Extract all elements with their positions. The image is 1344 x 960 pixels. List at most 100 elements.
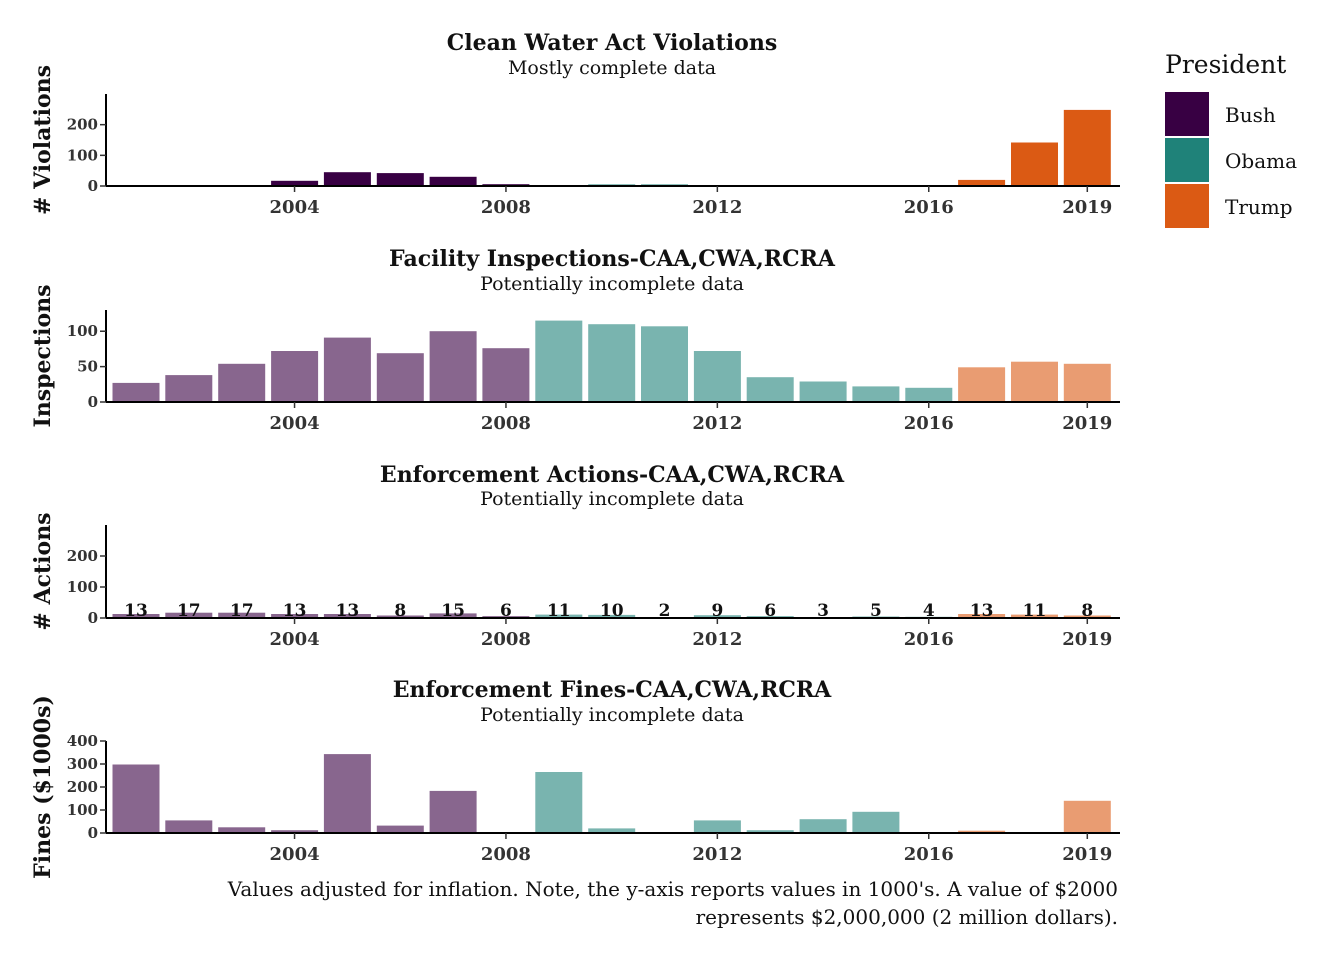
bar-2004	[271, 351, 319, 402]
data-label-2013: 6	[764, 601, 776, 621]
bar-2007	[429, 613, 477, 618]
x-tick-label: 2004	[270, 629, 320, 650]
bar-2007	[429, 176, 477, 186]
x-tick-label: 2019	[1062, 629, 1112, 650]
y-tick-label: 0	[88, 393, 98, 411]
bar-2003	[218, 827, 266, 834]
bar-2012	[693, 351, 741, 402]
y-tick-label: 100	[67, 322, 98, 340]
data-label-2008: 6	[500, 601, 512, 621]
x-tick-label: 2012	[692, 197, 742, 218]
bar-2017	[958, 367, 1006, 402]
data-label-2017: 13	[970, 601, 994, 621]
data-label-2009: 11	[547, 601, 571, 621]
y-tick-label: 0	[88, 824, 98, 842]
panel-title: Enforcement Fines-CAA,CWA,RCRA	[393, 677, 832, 703]
x-tick-label: 2016	[904, 197, 954, 218]
bar-2018	[1011, 614, 1058, 618]
x-tick-label: 2016	[904, 629, 954, 650]
bar-2018	[1011, 361, 1058, 402]
x-tick-label: 2008	[481, 413, 531, 434]
x-tick-label: 2016	[904, 413, 954, 434]
bar-2004	[271, 614, 319, 618]
legend-label-trump: Trump	[1225, 195, 1293, 219]
x-tick-label: 2012	[692, 844, 742, 865]
bar-2001	[112, 614, 160, 618]
y-axis-label: # Violations	[30, 65, 56, 215]
bar-2005	[323, 337, 371, 402]
panel-2: Facility Inspections-CAA,CWA,RCRAPotenti…	[30, 246, 1120, 434]
y-tick-label: 100	[67, 578, 98, 596]
bar-2005	[323, 754, 371, 833]
x-tick-label: 2012	[692, 413, 742, 434]
bar-2019	[1063, 800, 1111, 833]
x-tick-label: 2008	[481, 629, 531, 650]
bar-2009	[535, 320, 583, 402]
y-axis-label: Fines ($1000s)	[30, 695, 56, 879]
legend-title: President	[1165, 50, 1286, 79]
data-label-2015: 5	[870, 601, 882, 621]
panel-subtitle: Mostly complete data	[508, 57, 716, 79]
bar-2010	[588, 828, 636, 833]
bar-2007	[429, 331, 477, 402]
bar-2018	[1011, 142, 1058, 186]
y-tick-label: 50	[77, 358, 98, 376]
bar-2006	[376, 825, 424, 833]
x-tick-label: 2019	[1062, 413, 1112, 434]
y-axis-label: # Actions	[30, 512, 56, 630]
data-label-2016: 4	[923, 601, 935, 621]
y-tick-label: 400	[67, 732, 98, 750]
data-label-2019: 8	[1081, 601, 1093, 621]
bar-2003	[218, 612, 266, 618]
bar-2012	[693, 820, 741, 833]
x-tick-label: 2004	[270, 413, 320, 434]
bar-2002	[165, 820, 213, 833]
panel-subtitle: Potentially incomplete data	[480, 273, 744, 295]
panel-title: Enforcement Actions-CAA,CWA,RCRA	[380, 462, 845, 488]
y-tick-label: 200	[67, 547, 98, 565]
x-tick-label: 2008	[481, 197, 531, 218]
y-tick-label: 200	[67, 778, 98, 796]
x-tick-label: 2004	[270, 197, 320, 218]
x-tick-label: 2008	[481, 844, 531, 865]
bar-2017	[958, 614, 1006, 618]
x-tick-label: 2004	[270, 844, 320, 865]
bar-2013	[746, 830, 794, 833]
legend: President Bush Obama Trump	[1165, 50, 1297, 228]
bar-2003	[218, 363, 266, 402]
x-tick-label: 2012	[692, 629, 742, 650]
bar-2002	[165, 612, 213, 618]
panel-title: Clean Water Act Violations	[447, 30, 777, 56]
data-label-2006: 8	[394, 601, 406, 621]
panel-4: Enforcement Fines-CAA,CWA,RCRAPotentiall…	[30, 677, 1120, 879]
legend-swatch-obama	[1165, 138, 1209, 182]
y-tick-label: 200	[67, 116, 98, 134]
bar-2004	[271, 180, 319, 186]
legend-swatch-bush	[1165, 92, 1209, 136]
bar-2015	[852, 386, 900, 402]
bar-2019	[1063, 109, 1111, 186]
panel-subtitle: Potentially incomplete data	[480, 704, 744, 726]
x-tick-label: 2019	[1062, 844, 1112, 865]
bar-2014	[799, 381, 847, 402]
panel-title: Facility Inspections-CAA,CWA,RCRA	[389, 246, 836, 272]
y-axis-label: Inspections	[30, 284, 56, 427]
legend-swatch-trump	[1165, 184, 1209, 228]
bar-2005	[323, 614, 371, 618]
data-label-2018: 11	[1023, 601, 1047, 621]
bar-2009	[535, 772, 583, 833]
bar-2006	[376, 615, 424, 618]
x-tick-label: 2019	[1062, 197, 1112, 218]
y-tick-label: 0	[88, 177, 98, 195]
panel-3: Enforcement Actions-CAA,CWA,RCRAPotentia…	[30, 462, 1120, 650]
bar-2006	[376, 173, 424, 186]
caption-line-2: represents $2,000,000 (2 million dollars…	[696, 905, 1118, 929]
caption-line-1: Values adjusted for inflation. Note, the…	[227, 877, 1118, 901]
bar-2017	[958, 830, 1006, 833]
y-tick-label: 0	[88, 609, 98, 627]
bar-2004	[271, 830, 319, 833]
bar-2001	[112, 382, 160, 402]
